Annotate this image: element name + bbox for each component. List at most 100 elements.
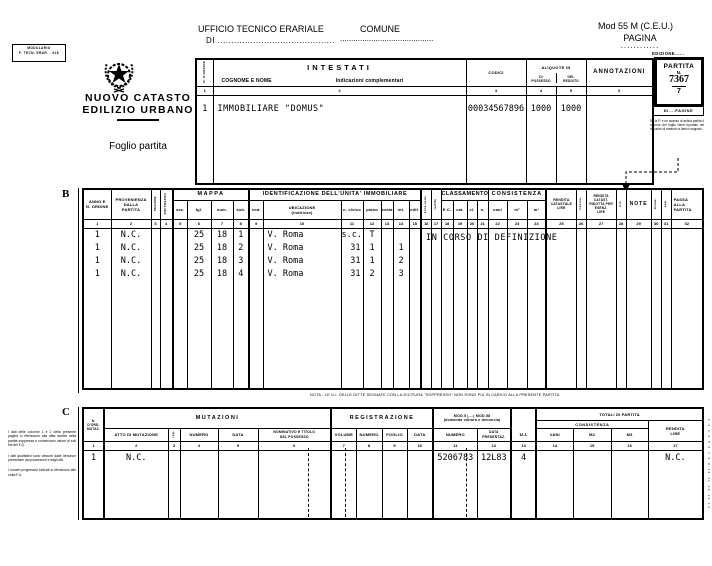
- col-number: 26: [575, 218, 587, 229]
- cell: [615, 280, 627, 389]
- volume-header: VOLUME: [330, 427, 357, 442]
- col-number: 5: [555, 85, 587, 96]
- col-number: 1: [195, 85, 214, 96]
- mod5-mod58-header: MOD.5 |....| MOD.58 (domanda voltura e d…: [432, 407, 512, 429]
- riserva-vertical-label: riserva: [579, 197, 583, 210]
- unita-row: 1 N.C. 25 18 3 V. Roma 31 1 2: [82, 254, 704, 267]
- col-number: 14: [392, 218, 410, 229]
- cell-ord: 1: [82, 254, 112, 267]
- col-number: 28: [615, 218, 627, 229]
- cell-foglio: 25: [186, 241, 212, 254]
- di-pagine-strip: DI....PAGINE: [653, 106, 704, 116]
- cell: [330, 450, 357, 466]
- rendita-catastale-header: RENDITA CATASTALE LIRE: [545, 188, 577, 220]
- cell: [248, 228, 264, 241]
- numero2-header: NUMERO: [355, 427, 383, 442]
- cell: [526, 280, 547, 389]
- cell: [615, 228, 627, 241]
- cell: [585, 228, 617, 241]
- registrazione-group-header: REGISTRAZIONE: [330, 407, 434, 429]
- catasto-title-line2: EDILIZIO URBANO: [82, 104, 194, 116]
- col-number: 15: [572, 440, 612, 451]
- codici-header: CODICI: [465, 58, 527, 87]
- cell: [159, 280, 174, 389]
- cell: [210, 280, 234, 389]
- cell: [159, 267, 174, 280]
- cell-civico: 31: [340, 254, 364, 267]
- intestati-table: N. D'ORDINE INTESTATI COGNOME E NOME Ind…: [195, 58, 655, 185]
- ubicazione-header: UBICAZIONE (indirizzo): [262, 199, 342, 220]
- nota-fine-print: NOTA - LE U.I. DELLE DITTE SEGNATE CON L…: [310, 393, 561, 397]
- cell: [526, 241, 547, 254]
- cell: [466, 280, 478, 389]
- cell-codici: 00034567896: [465, 95, 527, 184]
- cell: [510, 466, 537, 519]
- col-number: 3: [167, 440, 181, 451]
- cell: [625, 254, 652, 267]
- margin-note: I numeri progressivi indicati si riferis…: [8, 468, 76, 477]
- reddito-label: DEL REDDITO: [563, 74, 579, 83]
- mutazioni-vertical-label: mutaz.: [654, 198, 658, 210]
- cell: [420, 280, 432, 389]
- cell-numero: 18: [210, 241, 234, 254]
- cell: [575, 228, 587, 241]
- cell: [585, 280, 617, 389]
- mq-header: M2: [572, 427, 612, 442]
- col-number: 9: [381, 440, 408, 451]
- cell-numero: 18: [210, 228, 234, 241]
- ord-header: ANNO E N. ORDINE: [82, 188, 112, 220]
- cell: [381, 466, 408, 519]
- cell: [572, 450, 612, 466]
- dashed-rule: [308, 448, 309, 517]
- col-number: 23: [506, 218, 528, 229]
- comune-label: COMUNE: [360, 24, 400, 34]
- cell: [466, 254, 478, 267]
- cell: [380, 228, 394, 241]
- col-number: 10: [262, 218, 342, 229]
- cell: [82, 280, 112, 389]
- aliquote-header: ALIQUOTE IN DI POSSESSO DEL REDDITO: [525, 58, 587, 87]
- cell: [585, 241, 617, 254]
- mappa-sub-header: sub.: [232, 199, 250, 220]
- possesso-label: DI POSSESSO: [527, 72, 557, 83]
- col-number: 5: [172, 218, 188, 229]
- cell-mod-numero: 5206783: [432, 450, 478, 466]
- cell-civico: 31: [340, 267, 364, 280]
- cell: [262, 280, 342, 389]
- col-number: 9: [248, 218, 264, 229]
- col-number: 6: [585, 85, 654, 96]
- cell: [167, 450, 181, 466]
- col-number: 1: [82, 218, 112, 229]
- cell-civico: s.c.: [340, 228, 364, 241]
- section-c: N. D'ORD. MUTAZ. MUTAZIONI REGISTRAZIONE…: [78, 407, 706, 520]
- nominativo-header: NOMINATIVO E TITOLO DEL POSSESSO: [257, 427, 332, 442]
- pagina-vertical-label: pag.: [664, 200, 668, 208]
- cell: [585, 267, 617, 280]
- categoria-header: cat.: [452, 199, 468, 220]
- mc-header: m³: [526, 199, 547, 220]
- col-number: 17: [647, 440, 704, 451]
- cell: [466, 267, 478, 280]
- col-number: 27: [585, 218, 617, 229]
- cell-provenienza: N.C.: [110, 241, 152, 254]
- margin-note: I dati qualitativi sono desunti dalle de…: [8, 453, 76, 463]
- cell: [110, 280, 152, 389]
- riserva-header: riserva: [575, 188, 587, 220]
- mutazione-row: 1 N.C. 5206783 12L83 4 N.C.: [82, 450, 704, 466]
- mc-header: M3: [610, 427, 649, 442]
- cell-aliquota-possesso: 1000: [525, 95, 557, 184]
- reg-flag-header: reg.: [167, 427, 181, 442]
- zona-vertical-label: zona cens.: [424, 194, 428, 213]
- ufficio-label: UFFICIO TECNICO ERARIALE: [198, 24, 324, 34]
- classe-header: cl.: [466, 199, 478, 220]
- cell: [248, 254, 264, 267]
- mod-numero-header: NUMERO: [432, 427, 478, 442]
- cell: [476, 228, 489, 241]
- col-number: 17: [430, 218, 442, 229]
- mappa-numero-header: num.: [210, 199, 234, 220]
- provenienza-header: PROVENIENZA DALLA PARTITA: [110, 188, 152, 220]
- col-number: 11: [432, 440, 478, 451]
- cognome-label: COGNOME E NOME: [221, 78, 272, 85]
- cell: [172, 267, 188, 280]
- reg-vertical-label: reg.: [172, 430, 176, 438]
